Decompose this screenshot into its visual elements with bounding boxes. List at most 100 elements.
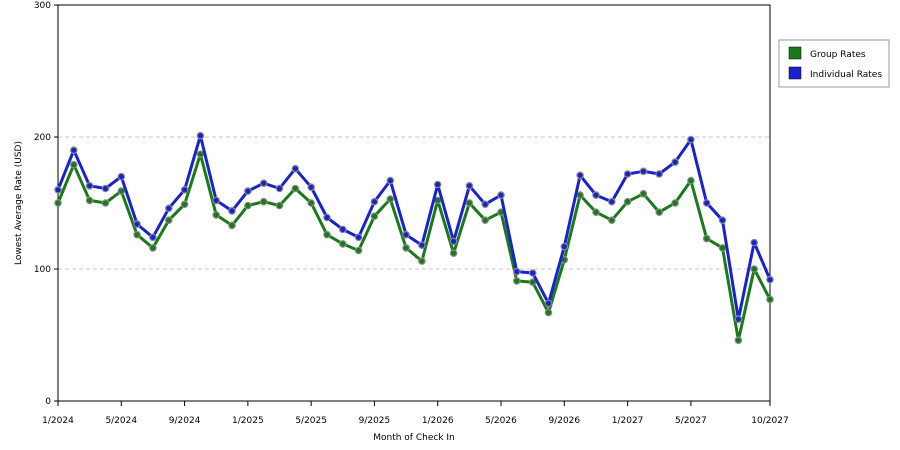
data-point-individual-rates [671, 158, 679, 166]
data-point-group-rates [386, 195, 395, 203]
data-point-group-rates [307, 199, 316, 207]
data-point-group-rates [228, 221, 236, 230]
data-point-group-rates [512, 277, 521, 285]
x-tick-label: 9/2024 [169, 416, 201, 426]
data-point-individual-rates [465, 182, 474, 190]
x-tick-label: 5/2025 [295, 416, 327, 426]
data-point-individual-rates [259, 179, 268, 188]
data-point-group-rates [766, 295, 774, 304]
data-point-group-rates [481, 216, 490, 225]
series-line-group-rates [56, 152, 772, 342]
data-point-individual-rates [512, 267, 521, 276]
data-point-group-rates [449, 249, 458, 258]
data-point-individual-rates [338, 225, 347, 234]
data-point-individual-rates [734, 315, 743, 324]
data-point-group-rates [592, 208, 600, 217]
data-point-individual-rates [750, 238, 759, 247]
data-point-individual-rates [101, 184, 110, 193]
data-point-individual-rates [275, 184, 284, 193]
y-tick-label: 200 [34, 133, 51, 143]
data-point-individual-rates [70, 146, 78, 155]
data-point-individual-rates [592, 191, 600, 199]
data-point-group-rates [687, 176, 695, 185]
x-tick-label: 5/2024 [105, 416, 137, 426]
data-point-individual-rates [54, 186, 62, 194]
data-point-group-rates [655, 208, 664, 217]
data-point-individual-rates [623, 170, 632, 178]
data-point-individual-rates [307, 183, 316, 192]
data-point-group-rates [370, 212, 379, 221]
data-point-individual-rates [766, 275, 774, 284]
x-tick-label: 9/2025 [359, 416, 391, 426]
data-point-group-rates [750, 265, 759, 273]
data-point-group-rates [702, 234, 711, 243]
data-point-group-rates [354, 246, 363, 255]
data-point-group-rates [101, 199, 110, 207]
y-tick-label: 0 [45, 397, 51, 407]
data-point-individual-rates [718, 216, 727, 225]
data-point-group-rates [734, 336, 743, 345]
data-point-individual-rates [497, 191, 505, 199]
x-tick-label: 10/2027 [751, 416, 788, 426]
series-individual-rates [54, 131, 774, 324]
data-point-group-rates [639, 190, 648, 198]
data-point-group-rates [465, 199, 474, 207]
x-tick-label: 1/2026 [422, 416, 454, 426]
data-point-individual-rates [418, 241, 426, 250]
data-point-individual-rates [576, 171, 584, 180]
data-point-individual-rates [196, 131, 205, 140]
y-tick-label: 300 [34, 1, 51, 11]
x-tick-label: 5/2026 [485, 416, 517, 426]
data-point-individual-rates [687, 135, 695, 144]
series-group-rates [54, 150, 774, 345]
data-point-group-rates [576, 191, 584, 199]
x-tick-label: 1/2024 [42, 416, 74, 426]
data-point-individual-rates [607, 197, 616, 206]
x-axis-title: Month of Check In [373, 433, 455, 443]
data-point-group-rates [165, 216, 173, 225]
x-tick-label: 1/2027 [612, 416, 644, 426]
data-point-individual-rates [402, 230, 410, 239]
grid-lines [58, 136, 770, 270]
data-point-individual-rates [639, 167, 648, 176]
data-point-individual-rates [386, 176, 395, 185]
data-point-group-rates [117, 187, 126, 195]
data-point-individual-rates [180, 186, 189, 194]
data-point-group-rates [85, 196, 94, 205]
data-point-individual-rates [655, 170, 664, 178]
x-tick-label: 9/2026 [548, 416, 580, 426]
data-point-individual-rates [449, 237, 458, 246]
data-point-group-rates [623, 197, 632, 206]
axes: 0 100 200 300 1/2024 5/2024 9/2024 1/2025 5/2025… [34, 1, 789, 426]
data-point-group-rates [212, 211, 221, 219]
data-point-group-rates [718, 244, 727, 252]
data-point-individual-rates [228, 207, 236, 215]
data-point-group-rates [70, 160, 78, 169]
legend-swatch-group-rates [788, 46, 802, 60]
data-point-individual-rates [149, 233, 157, 242]
x-tick-label: 1/2025 [232, 416, 264, 426]
data-point-group-rates [196, 150, 205, 159]
data-point-group-rates [133, 230, 141, 239]
data-point-individual-rates [528, 269, 537, 277]
y-axis-title: Lowest Average Rate (USD) [14, 141, 24, 265]
legend-swatch-individual-rates [788, 66, 802, 80]
data-point-group-rates [259, 197, 268, 206]
data-point-group-rates [338, 240, 347, 248]
data-point-group-rates [418, 257, 426, 265]
data-point-group-rates [291, 184, 300, 193]
data-point-group-rates [275, 201, 284, 210]
y-tick-label: 100 [34, 265, 51, 275]
data-point-individual-rates [481, 200, 490, 209]
data-point-individual-rates [85, 182, 94, 190]
data-point-individual-rates [560, 242, 569, 251]
series-lines [54, 131, 774, 345]
data-point-individual-rates [702, 199, 711, 207]
data-point-group-rates [244, 201, 252, 210]
data-point-group-rates [544, 308, 553, 317]
data-point-individual-rates [165, 204, 173, 213]
legend-label-group-rates: Group Rates [810, 50, 866, 60]
legend-label-individual-rates: Individual Rates [810, 70, 882, 80]
plot-area [57, 4, 771, 402]
